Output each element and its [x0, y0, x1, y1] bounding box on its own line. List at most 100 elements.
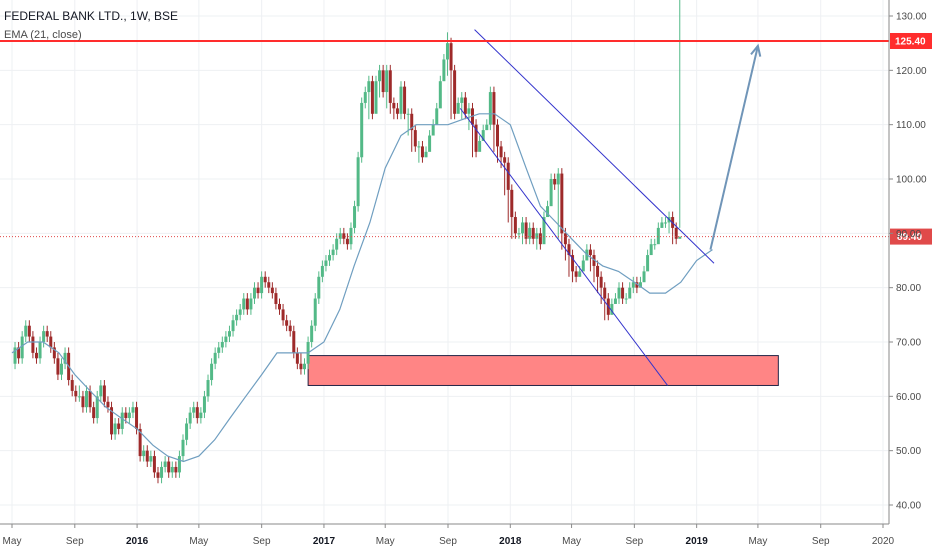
candle-body [463, 97, 467, 114]
candle-body [24, 325, 28, 337]
candle-body [613, 298, 617, 304]
candle-body [345, 238, 349, 245]
candle-body [578, 271, 582, 277]
candle-body [92, 407, 96, 419]
candle-body [392, 102, 396, 109]
x-tick-label: Sep [439, 536, 457, 547]
candle-body [102, 385, 106, 402]
candle-body [320, 265, 324, 277]
candle-body [56, 358, 60, 375]
candle-body [410, 113, 414, 131]
zone-layer [307, 355, 779, 386]
candle-body [656, 227, 660, 245]
candle-body [363, 92, 367, 103]
candle-body [252, 287, 256, 299]
candle-body [503, 157, 507, 163]
candle-body [77, 396, 81, 398]
candle-body [231, 320, 235, 332]
candle-body [435, 108, 439, 125]
candle-body [546, 206, 550, 218]
candle-body [242, 298, 246, 310]
candle-body [288, 325, 292, 332]
x-tick-label: May [748, 536, 767, 547]
candle-body [299, 363, 303, 370]
candle-body [174, 466, 178, 473]
candle-body [156, 472, 160, 478]
candle-body [381, 70, 385, 93]
candle-body [474, 124, 478, 152]
candle-body [431, 124, 435, 136]
candle-body [442, 59, 446, 82]
candle-body [653, 244, 657, 246]
candle-body [45, 331, 49, 337]
candle-body [238, 309, 242, 315]
candle-body [542, 217, 546, 245]
candle-body [467, 108, 471, 114]
candle-body [521, 222, 525, 234]
projection-arrow-head [750, 43, 762, 57]
candle-body [106, 401, 110, 408]
candle-body [152, 456, 156, 473]
candle-body [74, 390, 78, 397]
candle-body [531, 227, 535, 239]
candle-body [274, 293, 278, 304]
candle-body [660, 222, 664, 228]
y-tick-label: 50.00 [896, 446, 921, 457]
candle-body [413, 130, 417, 147]
candle-body [388, 70, 392, 103]
candle-body [110, 407, 114, 435]
candle-body [649, 244, 653, 256]
x-axis: May Sep 2016 May Sep 2017 May Sep 2018 May Sep 2019… [3, 524, 895, 547]
y-axis: 40.00 50.00 60.00 70.00 80.00 90.00 100.00 110.… [889, 12, 927, 512]
candle-body [499, 146, 503, 158]
candle-body [374, 81, 378, 114]
candle-body [324, 260, 328, 266]
channel-lower-line [459, 108, 668, 386]
candle-body [81, 396, 85, 408]
candle-body [510, 189, 514, 218]
candle-body [270, 287, 274, 294]
candle-body [59, 363, 63, 375]
candle-body [249, 298, 253, 310]
candle-body [581, 260, 585, 272]
candle-body [356, 157, 360, 207]
y-tick-label: 100.00 [896, 175, 927, 186]
x-tick-label: May [562, 536, 581, 547]
candle-body [224, 336, 228, 342]
candle-body [342, 233, 346, 239]
resistance-price-tag [890, 32, 932, 49]
candle-body [220, 342, 224, 348]
candle-body [149, 456, 153, 462]
candle-body [256, 287, 260, 294]
candle-body [353, 206, 357, 228]
candle-body [163, 461, 167, 467]
candle-body [260, 276, 264, 294]
x-tick-label: May [189, 536, 208, 547]
grid [0, 0, 889, 524]
candle-body [217, 347, 221, 353]
candle-body [49, 336, 53, 348]
candle-body [485, 124, 489, 131]
candle-body [245, 298, 249, 310]
candle-body [317, 276, 321, 299]
candle-body [603, 287, 607, 299]
projection-arrow-line [709, 45, 759, 250]
candle-body [424, 151, 428, 158]
candle-body [535, 233, 539, 239]
y-tick-label: 80.00 [896, 283, 921, 294]
candle-body [571, 255, 575, 272]
candle-body [524, 222, 528, 239]
candle-body [263, 276, 267, 283]
candle-body [395, 108, 399, 114]
candle-body [370, 81, 374, 114]
overlays: 125.40 89.40 [0, 29, 932, 386]
x-tick-label: 2020 [872, 536, 895, 547]
candle-body [556, 173, 560, 185]
candle-body [481, 130, 485, 141]
channel-upper-line [474, 29, 715, 264]
candle-body [360, 102, 364, 158]
candle-body [202, 396, 206, 413]
candle-body [142, 450, 146, 457]
